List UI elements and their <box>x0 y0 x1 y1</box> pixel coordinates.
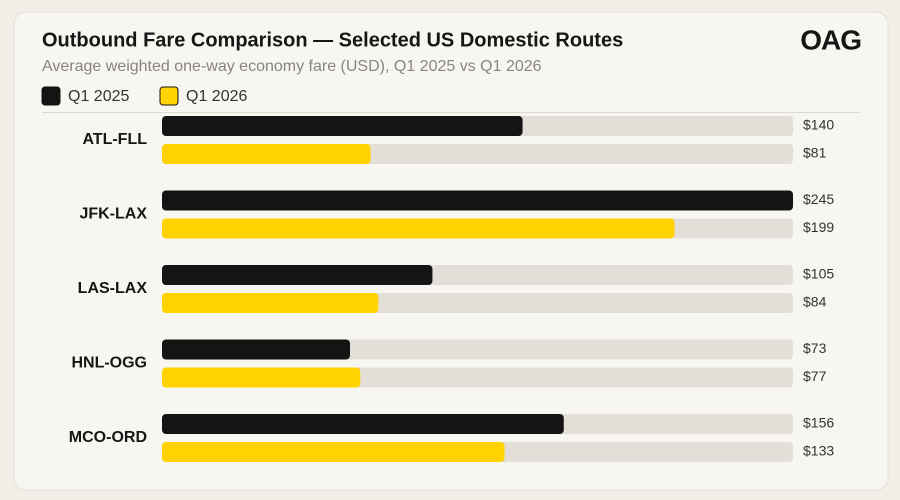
category-label: MCO-ORD <box>69 429 147 446</box>
bar <box>162 339 351 360</box>
value-label: $77 <box>803 368 827 384</box>
category-label: JFK-LAX <box>79 206 147 223</box>
value-label: $245 <box>803 191 834 207</box>
legend-label: Q1 2025 <box>68 88 129 105</box>
bar <box>162 293 379 313</box>
bar <box>162 144 371 164</box>
category-label: HNL-OGG <box>71 355 147 372</box>
category-label: LAS-LAX <box>78 280 148 297</box>
value-label: $199 <box>803 219 834 235</box>
chart-subtitle: Average weighted one-way economy fare (U… <box>42 58 542 75</box>
value-label: $105 <box>803 266 834 282</box>
legend-swatch <box>41 86 61 106</box>
bar <box>162 265 433 285</box>
chart-title: Outbound Fare Comparison — Selected US D… <box>42 29 623 51</box>
legend-label: Q1 2026 <box>186 88 247 105</box>
value-label: $84 <box>803 294 827 310</box>
value-label: $73 <box>803 340 827 356</box>
brand-logo: OAG <box>800 24 861 55</box>
value-label: $133 <box>803 443 834 459</box>
bar <box>162 414 564 434</box>
bar <box>162 116 523 136</box>
value-label: $81 <box>803 145 827 161</box>
bar <box>162 367 361 388</box>
bar <box>162 218 675 239</box>
bar <box>162 190 793 211</box>
value-label: $156 <box>803 415 834 431</box>
category-label: ATL-FLL <box>82 131 147 148</box>
bar <box>162 442 505 462</box>
legend-swatch <box>159 86 179 106</box>
value-label: $140 <box>803 117 834 133</box>
